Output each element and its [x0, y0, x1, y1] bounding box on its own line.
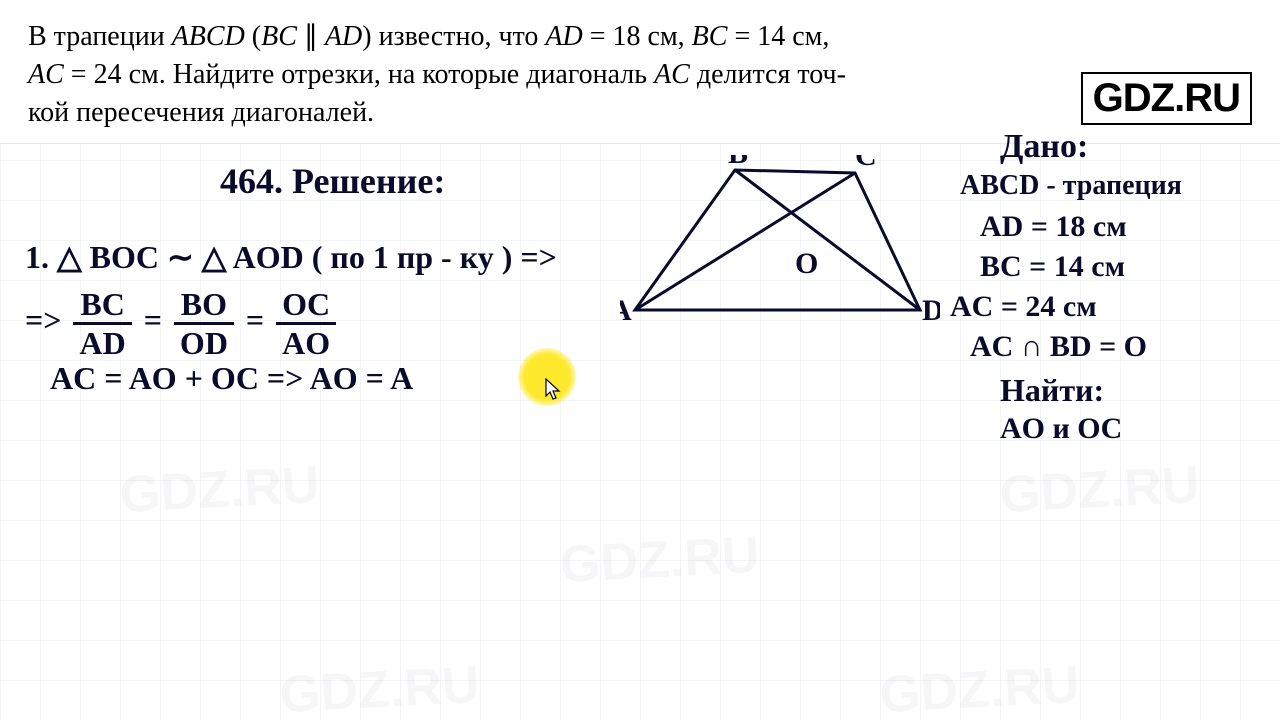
solution-line-1: 1. △ BOC ∼ △ AOD ( по 1 пр - ку ) =>: [25, 238, 557, 276]
watermark: GDZ.RU: [879, 655, 1081, 725]
solution-line-3: AC = AO + OC => AO = A: [50, 360, 413, 397]
watermark: GDZ.RU: [119, 455, 321, 525]
given-line-2: AD = 18 см: [980, 210, 1127, 244]
svg-text:B: B: [728, 155, 748, 170]
watermark: GDZ.RU: [559, 525, 761, 595]
given-line-4: AC = 24 см: [950, 290, 1097, 324]
fraction-bo-od: BOOD: [174, 288, 234, 359]
svg-text:C: C: [855, 155, 877, 172]
given-line-5: AC ∩ BD = O: [970, 330, 1147, 364]
given-line-1: ABCD - трапеция: [960, 170, 1182, 202]
find-title: Найти:: [1000, 372, 1104, 409]
cursor-icon: [545, 378, 563, 402]
problem-line-1: В трапеции ABCD (BC ∥ AD) известно, что …: [28, 18, 1252, 56]
site-logo: GDZ.RU: [1081, 72, 1252, 125]
solution-line-2: => BCAD = BOOD = OCAO: [25, 288, 340, 359]
fraction-oc-ao: OCAO: [276, 288, 336, 359]
svg-text:D: D: [922, 294, 940, 327]
watermark: GDZ.RU: [279, 655, 481, 725]
find-line: AO и OC: [1000, 412, 1122, 446]
watermark: GDZ.RU: [999, 455, 1201, 525]
svg-text:O: O: [795, 247, 818, 280]
svg-text:A: A: [620, 294, 632, 327]
trapezoid-diagram: A B C D O: [620, 155, 940, 330]
given-title: Дано:: [1000, 128, 1088, 166]
fraction-bc-ad: BCAD: [73, 288, 131, 359]
solution-title: 464. Решение:: [220, 160, 445, 202]
problem-line-2: AC = 24 см. Найдите отрезки, на которые …: [28, 56, 1252, 94]
given-line-3: BC = 14 см: [980, 250, 1125, 284]
problem-line-3: кой пересечения диагоналей.: [28, 94, 1252, 132]
